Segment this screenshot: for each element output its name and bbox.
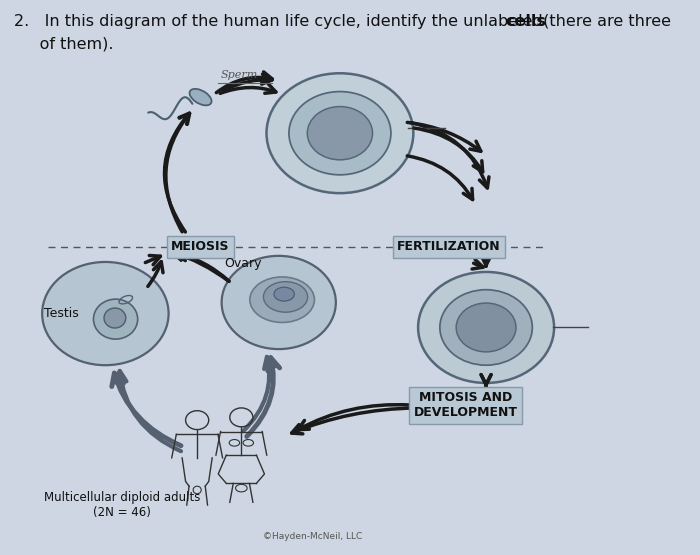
Text: 2.   In this diagram of the human life cycle, identify the unlabeled: 2. In this diagram of the human life cyc…	[13, 14, 547, 29]
Text: ©Hayden-McNeil, LLC: ©Hayden-McNeil, LLC	[263, 532, 363, 541]
Ellipse shape	[263, 282, 307, 312]
Ellipse shape	[94, 299, 138, 339]
FancyArrowPatch shape	[112, 373, 181, 446]
Text: Sperm: Sperm	[221, 70, 258, 80]
FancyArrowPatch shape	[148, 261, 163, 286]
Text: MITOSIS AND
DEVELOPMENT: MITOSIS AND DEVELOPMENT	[414, 391, 518, 419]
Text: cells: cells	[506, 14, 547, 29]
Circle shape	[42, 262, 169, 365]
Text: Testis: Testis	[44, 307, 79, 320]
Text: FERTILIZATION: FERTILIZATION	[397, 240, 500, 254]
FancyArrowPatch shape	[407, 123, 481, 152]
Circle shape	[307, 107, 372, 160]
Text: (there are three: (there are three	[538, 14, 671, 29]
FancyArrowPatch shape	[173, 251, 229, 281]
FancyArrowPatch shape	[481, 375, 491, 386]
FancyArrowPatch shape	[298, 405, 410, 430]
Circle shape	[456, 303, 516, 352]
FancyArrowPatch shape	[220, 84, 276, 93]
FancyArrowPatch shape	[411, 123, 489, 188]
Text: MEIOSIS: MEIOSIS	[172, 240, 230, 254]
Ellipse shape	[104, 308, 126, 328]
Ellipse shape	[190, 89, 211, 105]
Circle shape	[222, 256, 336, 349]
FancyArrowPatch shape	[407, 156, 472, 200]
FancyArrowPatch shape	[472, 260, 483, 269]
Circle shape	[289, 92, 391, 175]
Circle shape	[418, 272, 554, 383]
FancyArrowPatch shape	[116, 371, 181, 451]
Text: Ovary: Ovary	[224, 257, 262, 270]
Ellipse shape	[250, 277, 314, 322]
FancyArrowPatch shape	[166, 113, 190, 232]
FancyArrowPatch shape	[246, 357, 279, 436]
Text: of them).: of them).	[13, 36, 113, 51]
FancyArrowPatch shape	[216, 72, 272, 93]
FancyArrowPatch shape	[223, 74, 272, 90]
Circle shape	[267, 73, 413, 193]
FancyArrowPatch shape	[176, 251, 229, 281]
Text: Multicellular diploid adults
(2N = 46): Multicellular diploid adults (2N = 46)	[44, 491, 201, 519]
FancyArrowPatch shape	[164, 113, 190, 232]
FancyArrowPatch shape	[292, 408, 415, 434]
FancyArrowPatch shape	[481, 375, 491, 386]
FancyArrowPatch shape	[146, 255, 160, 265]
FancyArrowPatch shape	[414, 128, 483, 172]
Ellipse shape	[274, 287, 295, 301]
Circle shape	[440, 290, 532, 365]
FancyArrowPatch shape	[244, 357, 275, 431]
FancyArrowPatch shape	[481, 255, 491, 266]
FancyArrowPatch shape	[481, 253, 491, 265]
